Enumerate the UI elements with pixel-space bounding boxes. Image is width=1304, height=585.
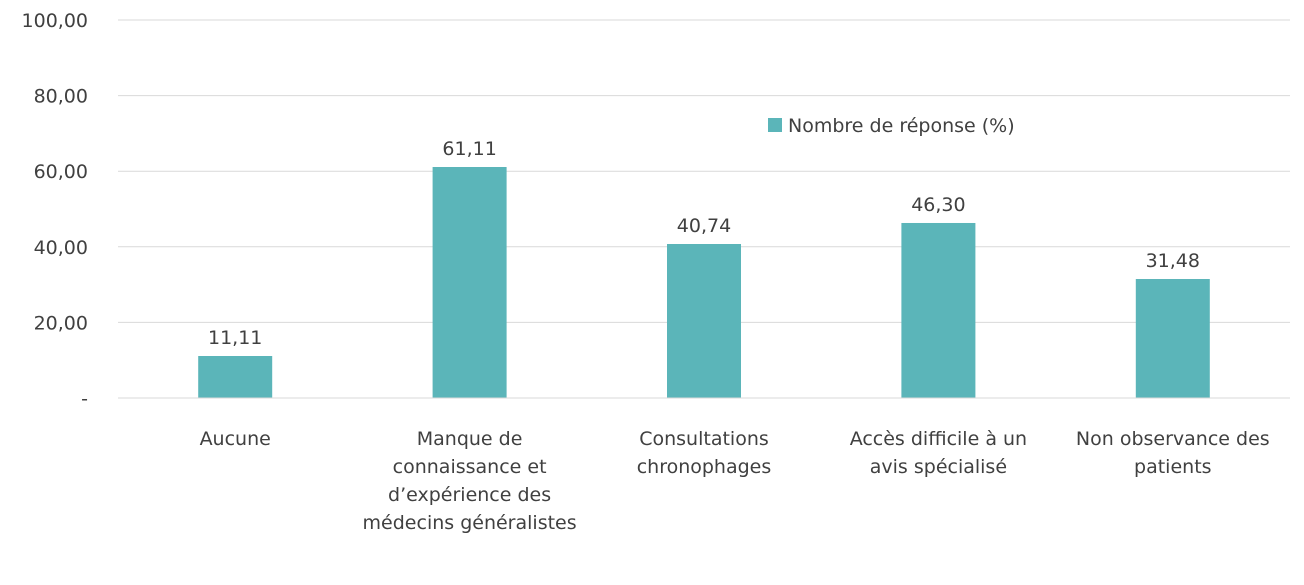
data-label: 31,48 [1146, 250, 1200, 272]
y-tick-label: 80,00 [34, 86, 88, 108]
x-tick-label: Accès difficile à un avis spécialisé [850, 428, 1027, 478]
bar [901, 222, 976, 398]
x-tick-label: Aucune [200, 428, 271, 450]
legend-swatch [768, 118, 782, 132]
data-label: 40,74 [677, 215, 731, 237]
x-tick-label: Non observance des patients [1076, 428, 1270, 478]
y-tick-label: 60,00 [34, 161, 88, 183]
bar [1135, 279, 1210, 398]
data-label: 46,30 [911, 194, 965, 216]
bar [198, 356, 273, 398]
x-tick-label: Manque de connaissance et d’expérience des… [363, 428, 577, 534]
legend-label: Nombre de réponse (%) [788, 115, 1015, 137]
bar [432, 167, 507, 398]
y-tick-label: 20,00 [34, 312, 88, 334]
data-label: 11,11 [208, 327, 262, 349]
bar [667, 244, 741, 398]
y-tick-label: - [81, 388, 88, 410]
data-label: 61,11 [442, 138, 496, 160]
x-tick-label: Consultations chronophages [637, 428, 772, 478]
y-tick-label: 40,00 [34, 237, 88, 259]
y-tick-label: 100,00 [22, 10, 88, 32]
